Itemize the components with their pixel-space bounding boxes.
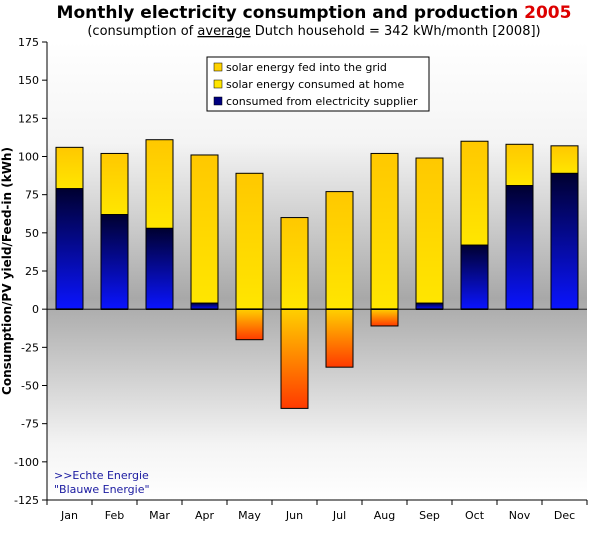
y-tick-label: -25 (21, 341, 39, 354)
x-tick-label-may: May (238, 509, 261, 522)
x-tick-label-aug: Aug (374, 509, 395, 522)
plot-area (47, 42, 587, 500)
legend: solar energy fed into the grid solar ene… (206, 56, 430, 112)
legend-swatch-supplier (213, 96, 223, 106)
bar-home-nov (505, 143, 534, 187)
bar-home-feb (100, 152, 129, 216)
bar-home-mar (145, 139, 174, 229)
y-tick-label: 0 (32, 303, 39, 316)
bar-home-sep (415, 157, 444, 304)
y-tick-label: -125 (14, 494, 39, 507)
y-tick-label: 75 (25, 189, 39, 202)
chart-title: Monthly electricity consumption and prod… (57, 3, 572, 23)
bar-supplier-mar (145, 227, 174, 310)
credit-line-2[interactable]: "Blauwe Energie" (54, 483, 150, 496)
x-tick-label-jan: Jan (60, 509, 78, 522)
title-year: 2005 (524, 3, 571, 23)
bar-home-oct (460, 140, 489, 246)
bar-grid-aug (370, 308, 399, 327)
x-tick-label-nov: Nov (509, 509, 531, 522)
y-tick-label: 25 (25, 265, 39, 278)
bars-group (55, 139, 579, 409)
y-tick-label: 150 (18, 74, 39, 87)
y-tick-label: -100 (14, 456, 39, 469)
bar-home-jan (55, 146, 84, 190)
bar-supplier-oct (460, 244, 489, 310)
bar-grid-may (235, 308, 264, 341)
x-tick-label-oct: Oct (465, 509, 485, 522)
x-tick-label-sep: Sep (419, 509, 440, 522)
x-tick-label-feb: Feb (105, 509, 124, 522)
bar-supplier-apr (190, 302, 219, 310)
x-tick-label-jun: Jun (285, 509, 303, 522)
legend-label-grid: solar energy fed into the grid (226, 61, 387, 74)
y-tick-label: -50 (21, 380, 39, 393)
chart-subtitle: (consumption of average Dutch household … (87, 24, 540, 39)
bar-home-jul (325, 191, 354, 310)
legend-box (206, 56, 430, 112)
y-tick-label: 100 (18, 151, 39, 164)
x-tick-label-jul: Jul (332, 509, 346, 522)
x-tick-label-mar: Mar (149, 509, 170, 522)
legend-swatch-home (213, 79, 223, 89)
bar-supplier-feb (100, 214, 129, 310)
legend-label-home: solar energy consumed at home (226, 78, 404, 91)
y-axis-label: Consumption/PV yield/Feed-in (kWh) (0, 147, 14, 395)
y-tick-label: 175 (18, 36, 39, 49)
y-tick-label: -75 (21, 418, 39, 431)
x-tick-label-apr: Apr (195, 509, 215, 522)
bar-home-apr (190, 154, 219, 304)
axes-group: Jan Feb Mar Apr May Jun Jul Aug Sep Oct Nov Dec 175 1… (14, 36, 588, 522)
bar-grid-jul (325, 308, 354, 368)
bar-supplier-sep (415, 302, 444, 310)
bar-supplier-dec (550, 172, 579, 310)
bar-supplier-nov (505, 185, 534, 310)
y-tick-label: 50 (25, 227, 39, 240)
y-tick-label: 125 (18, 112, 39, 125)
bar-grid-jun (280, 308, 309, 409)
bar-home-jun (280, 217, 309, 310)
legend-label-supplier: consumed from electricity supplier (226, 95, 418, 108)
bar-home-may (235, 172, 264, 310)
credit-line-1[interactable]: >>Echte Energie (54, 469, 149, 482)
bar-home-dec (550, 145, 579, 174)
bar-home-aug (370, 152, 399, 310)
legend-swatch-grid (213, 62, 223, 72)
x-tick-label-dec: Dec (554, 509, 575, 522)
bar-supplier-jan (55, 188, 84, 310)
